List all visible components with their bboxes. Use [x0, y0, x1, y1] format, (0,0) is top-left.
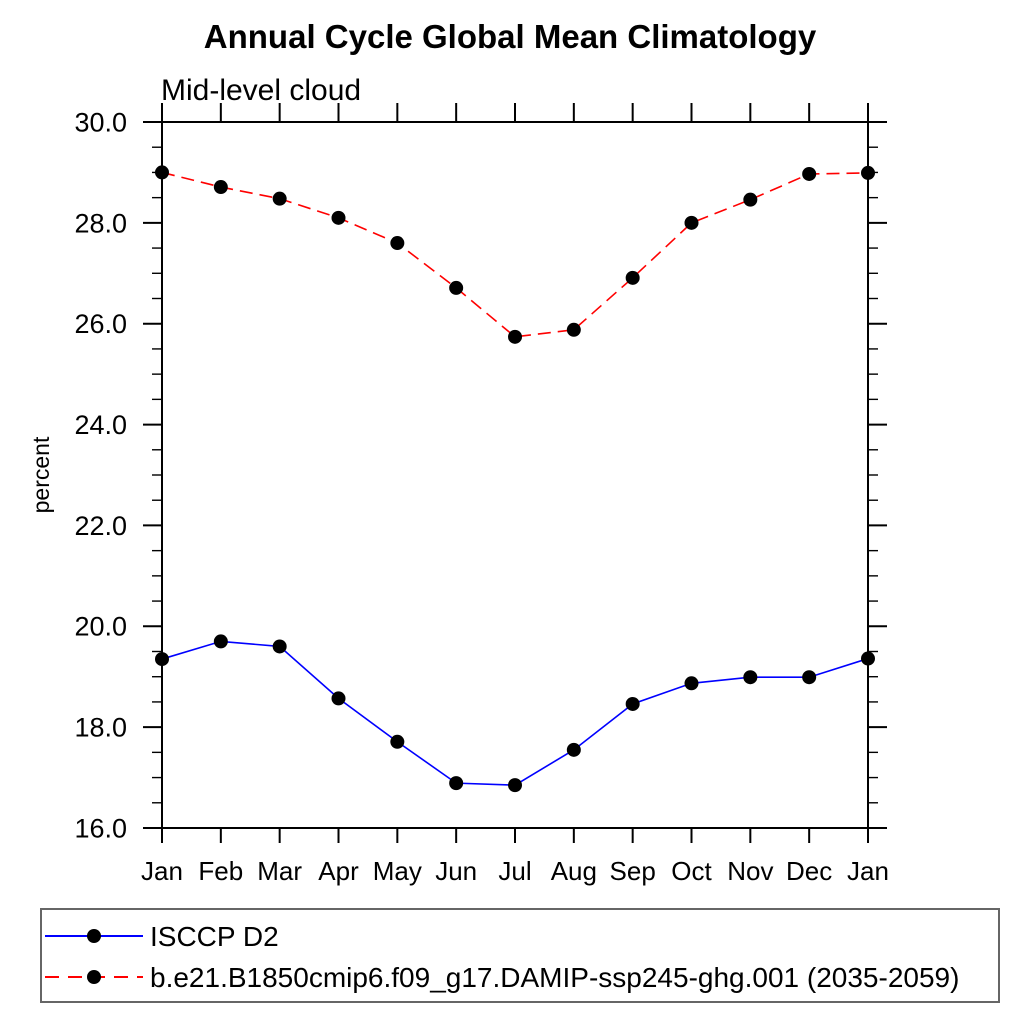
y-tick-label: 30.0	[74, 107, 127, 137]
data-point-marker	[566, 742, 581, 757]
plot-frame	[161, 121, 869, 829]
data-point-marker	[390, 236, 405, 251]
data-point-marker	[390, 734, 405, 749]
data-point-marker	[625, 696, 640, 711]
x-tick-label: Mar	[257, 856, 302, 886]
data-point-marker	[743, 670, 758, 685]
series-line-1	[161, 171, 869, 338]
y-tick-label: 22.0	[74, 511, 127, 541]
data-point-marker	[449, 776, 464, 791]
legend-label: b.e21.B1850cmip6.f09_g17.DAMIP-ssp245-gh…	[150, 962, 959, 993]
data-point-marker	[331, 691, 346, 706]
x-tick-label: Oct	[671, 856, 712, 886]
data-point-marker	[155, 652, 169, 667]
series-line-0	[161, 640, 869, 786]
legend-marker	[87, 970, 101, 984]
x-tick-label: Jun	[435, 856, 477, 886]
y-tick-label: 18.0	[74, 713, 127, 743]
legend-label: ISCCP D2	[150, 921, 279, 952]
x-tick-label: Feb	[198, 856, 243, 886]
data-point-marker	[566, 322, 581, 337]
y-tick-label: 26.0	[74, 309, 127, 339]
plot-area: 16.0 18.0 20.0 22.0 24.0 26.0 28.0 30.0 Jan Feb Ma…	[74, 103, 889, 886]
chart-subtitle: Mid-level cloud	[161, 74, 361, 107]
legend: ISCCP D2 b.e21.B1850cmip6.f09_g17.DAMIP-s…	[40, 908, 1000, 1003]
data-point-marker	[155, 165, 169, 180]
y-tick-label: 28.0	[74, 208, 127, 238]
data-point-marker	[802, 670, 817, 685]
data-point-marker	[213, 634, 228, 649]
legend-marker	[87, 929, 101, 943]
data-point-marker	[625, 270, 640, 285]
data-point-marker	[802, 166, 817, 181]
chart-title: Annual Cycle Global Mean Climatology	[204, 18, 817, 55]
y-tick-label: 20.0	[74, 612, 127, 642]
x-tick-label: Dec	[786, 856, 832, 886]
data-point-marker	[213, 180, 228, 195]
data-point-marker	[861, 165, 875, 180]
data-point-marker	[272, 639, 287, 654]
data-point-marker	[331, 210, 346, 225]
x-tick-label: Aug	[551, 856, 597, 886]
x-tick-label: Nov	[727, 856, 773, 886]
y-tick-label: 16.0	[74, 813, 127, 843]
x-tick-label: Sep	[610, 856, 656, 886]
x-tick-label: Jan	[141, 856, 183, 886]
x-tick-label: May	[373, 856, 422, 886]
y-tick-label: 24.0	[74, 410, 127, 440]
x-tick-label: Jan	[847, 856, 889, 886]
x-tick-label: Apr	[318, 856, 359, 886]
data-point-marker	[684, 215, 699, 230]
data-point-marker	[861, 651, 875, 666]
legend-box	[40, 908, 1000, 1003]
data-point-marker	[684, 676, 699, 691]
data-point-marker	[272, 191, 287, 206]
data-point-marker	[508, 778, 522, 793]
data-point-marker	[449, 280, 464, 295]
data-point-marker	[508, 329, 522, 344]
y-axis-label: percent	[28, 436, 54, 513]
data-point-marker	[743, 192, 758, 207]
x-tick-label: Jul	[498, 856, 531, 886]
